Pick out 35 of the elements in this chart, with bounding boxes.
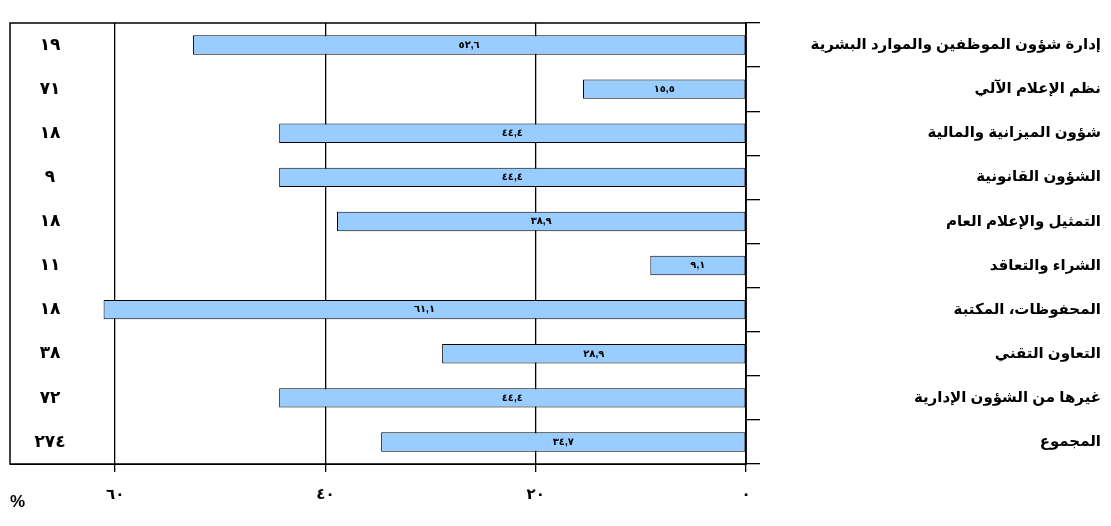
x-tick-label: ٢٠ xyxy=(526,485,545,503)
annotation: ٩ xyxy=(44,167,56,187)
data-label: ٦١,١ xyxy=(413,303,436,315)
x-tick-label: ٤٠ xyxy=(316,485,335,503)
data-label: ١٥,٥ xyxy=(653,82,675,94)
y-tick-label: نظم الإعلام الآلي xyxy=(974,79,1101,98)
annotation: ١٨ xyxy=(39,122,61,142)
y-tick-label: إدارة شؤون الموظفين والموارد البشرية xyxy=(810,35,1101,54)
data-label: ٩,١ xyxy=(690,259,706,271)
annotation: ١١ xyxy=(39,255,61,275)
y-tick-label: شؤون الميزانية والمالية xyxy=(927,123,1101,142)
data-label: ٤٤,٤ xyxy=(501,127,523,138)
y-tick-label: الشؤون القانونية xyxy=(976,167,1101,186)
data-label: ٢٨,٩ xyxy=(583,347,605,359)
data-label: ٣٤,٧ xyxy=(552,435,574,447)
annotation: ١٨ xyxy=(39,299,61,319)
x-tick-label: ٠ xyxy=(741,485,751,503)
x-tick-label: ٦٠ xyxy=(105,485,125,503)
y-tick-label: التمثيل والإعلام العام xyxy=(945,211,1101,230)
y-tick-label: التعاون التقني xyxy=(994,343,1101,362)
annotation: ١٨ xyxy=(39,211,61,231)
data-label: ٣٨,٩ xyxy=(530,215,552,227)
y-tick-label: المجموع xyxy=(1039,432,1101,451)
annotation: ٢٧٤ xyxy=(34,431,66,451)
annotation: ٣٨ xyxy=(39,343,61,363)
x-axis-title: % xyxy=(10,491,26,511)
annotation: ٧٢ xyxy=(39,387,61,407)
y-tick-label: المحفوظات، المكتبة xyxy=(953,299,1101,318)
data-label: ٤٤,٤ xyxy=(501,171,523,183)
data-label: ٤٤,٤ xyxy=(501,391,523,403)
data-label: ٥٢,٦ xyxy=(458,38,480,50)
y-tick-label: الشراء والتعاقد xyxy=(989,255,1101,274)
annotation: ٧١ xyxy=(39,78,61,98)
y-tick-label: غيرها من الشؤون الإدارية xyxy=(913,387,1101,406)
annotation: ١٩ xyxy=(39,34,61,54)
